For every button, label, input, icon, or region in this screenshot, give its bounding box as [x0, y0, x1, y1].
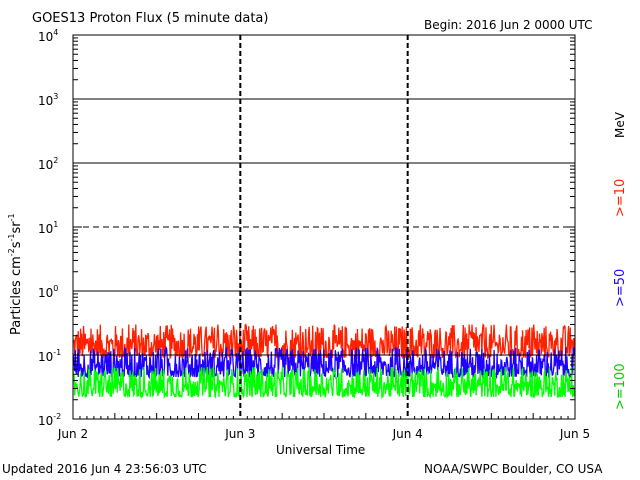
y-tick-label-3: 101: [38, 220, 58, 236]
y-tick-label-2: 100: [38, 284, 58, 300]
series-layer: [72, 323, 576, 400]
chart-title: GOES13 Proton Flux (5 minute data): [32, 11, 268, 26]
y-tick-label-5: 103: [38, 92, 58, 108]
y-tick-label-1: 10-1: [38, 348, 61, 364]
x-tick-label-0: Jun 2: [57, 427, 88, 441]
y-tick-label-4: 102: [38, 156, 58, 172]
y-tick-label-6: 104: [38, 28, 58, 44]
begin-time: Begin: 2016 Jun 2 0000 UTC: [424, 18, 593, 32]
legend-series-1: >=50: [613, 269, 628, 307]
units-label: MeV: [613, 111, 627, 138]
y-tick-labels: 10-2 10-1 100 101 102 103 104: [38, 28, 61, 428]
x-tick-labels: Jun 2 Jun 3 Jun 4 Jun 5: [57, 427, 590, 441]
plot-frame: [72, 34, 576, 420]
x-tick-label-2: Jun 4: [392, 427, 423, 441]
legend-series-0: >=10: [613, 179, 628, 217]
x-tick-label-3: Jun 5: [559, 427, 590, 441]
y-tick-label-0: 10-2: [38, 412, 61, 428]
series-line-2: [72, 366, 576, 400]
credit-text: NOAA/SWPC Boulder, CO USA: [424, 462, 603, 476]
x-axis-label: Universal Time: [276, 443, 365, 457]
y-axis-label: Particles cm-2s-1sr-1: [7, 213, 24, 335]
legend-series-2: >=100: [613, 363, 628, 410]
updated-time: Updated 2016 Jun 4 23:56:03 UTC: [2, 462, 207, 476]
x-tick-label-1: Jun 3: [224, 427, 255, 441]
series-line-1: [72, 345, 576, 380]
